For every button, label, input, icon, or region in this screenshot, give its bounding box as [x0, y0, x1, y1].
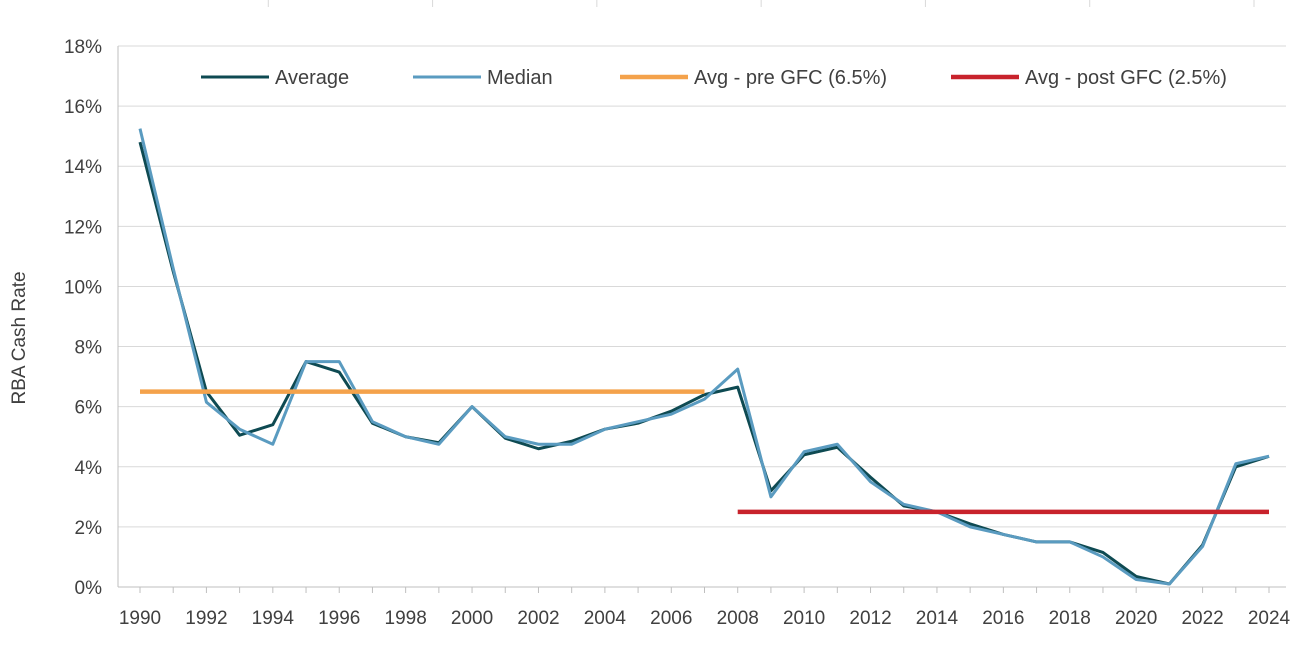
- x-tick-label: 1996: [318, 608, 360, 629]
- y-tick-label: 18%: [64, 37, 102, 58]
- top-frame-ticks: [267, 0, 1255, 7]
- legend-label: Median: [487, 67, 553, 89]
- x-tick-label: 2016: [982, 608, 1024, 629]
- y-tick-label: 10%: [64, 277, 102, 298]
- legend-label: Avg - pre GFC (6.5%): [694, 67, 887, 89]
- gridlines: [118, 45, 1286, 528]
- x-tick-label: 2000: [451, 608, 493, 629]
- legend: Average Median Avg - pre GFC (6.5%) Avg - p…: [201, 67, 1227, 89]
- series-line-average: [138, 141, 1270, 586]
- x-tick-label: 2004: [584, 608, 627, 629]
- x-tick-label: 1990: [119, 608, 161, 629]
- legend-label: Average: [275, 67, 349, 89]
- x-tick-label: 2022: [1181, 608, 1223, 629]
- y-tick-label: 4%: [75, 458, 103, 479]
- x-tick-label: 2006: [650, 608, 692, 629]
- series-lines: [138, 128, 1270, 586]
- axes: [117, 46, 1286, 593]
- x-tick-label: 2024: [1248, 608, 1291, 629]
- legend-label: Avg - post GFC (2.5%): [1025, 67, 1227, 89]
- x-tick-label: 1994: [252, 608, 295, 629]
- x-tick-label: 1992: [185, 608, 227, 629]
- y-axis-title: RBA Cash Rate: [9, 271, 30, 404]
- x-tick-label: 2018: [1049, 608, 1091, 629]
- x-tick-label: 1998: [385, 608, 427, 629]
- y-tick-label: 12%: [64, 217, 102, 238]
- series-line-median: [138, 128, 1270, 586]
- x-tick-label: 2014: [916, 608, 959, 629]
- y-tick-label: 16%: [64, 97, 102, 118]
- y-tick-label: 6%: [75, 398, 103, 419]
- x-tick-labels: 1990 1992 1994 1996 1998 2000 2002 2004 2006 2008…: [119, 608, 1291, 629]
- x-tick-label: 2008: [717, 608, 759, 629]
- x-tick-label: 2020: [1115, 608, 1157, 629]
- y-tick-label: 8%: [75, 338, 103, 359]
- y-tick-label: 14%: [64, 157, 102, 178]
- y-tick-labels: 0% 2% 4% 6% 8% 10% 12% 14% 16% 18%: [64, 37, 102, 599]
- y-tick-label: 2%: [75, 518, 103, 539]
- x-tick-label: 2002: [517, 608, 559, 629]
- x-tick-label: 2012: [849, 608, 891, 629]
- y-tick-label: 0%: [75, 578, 103, 599]
- x-tick-label: 2010: [783, 608, 825, 629]
